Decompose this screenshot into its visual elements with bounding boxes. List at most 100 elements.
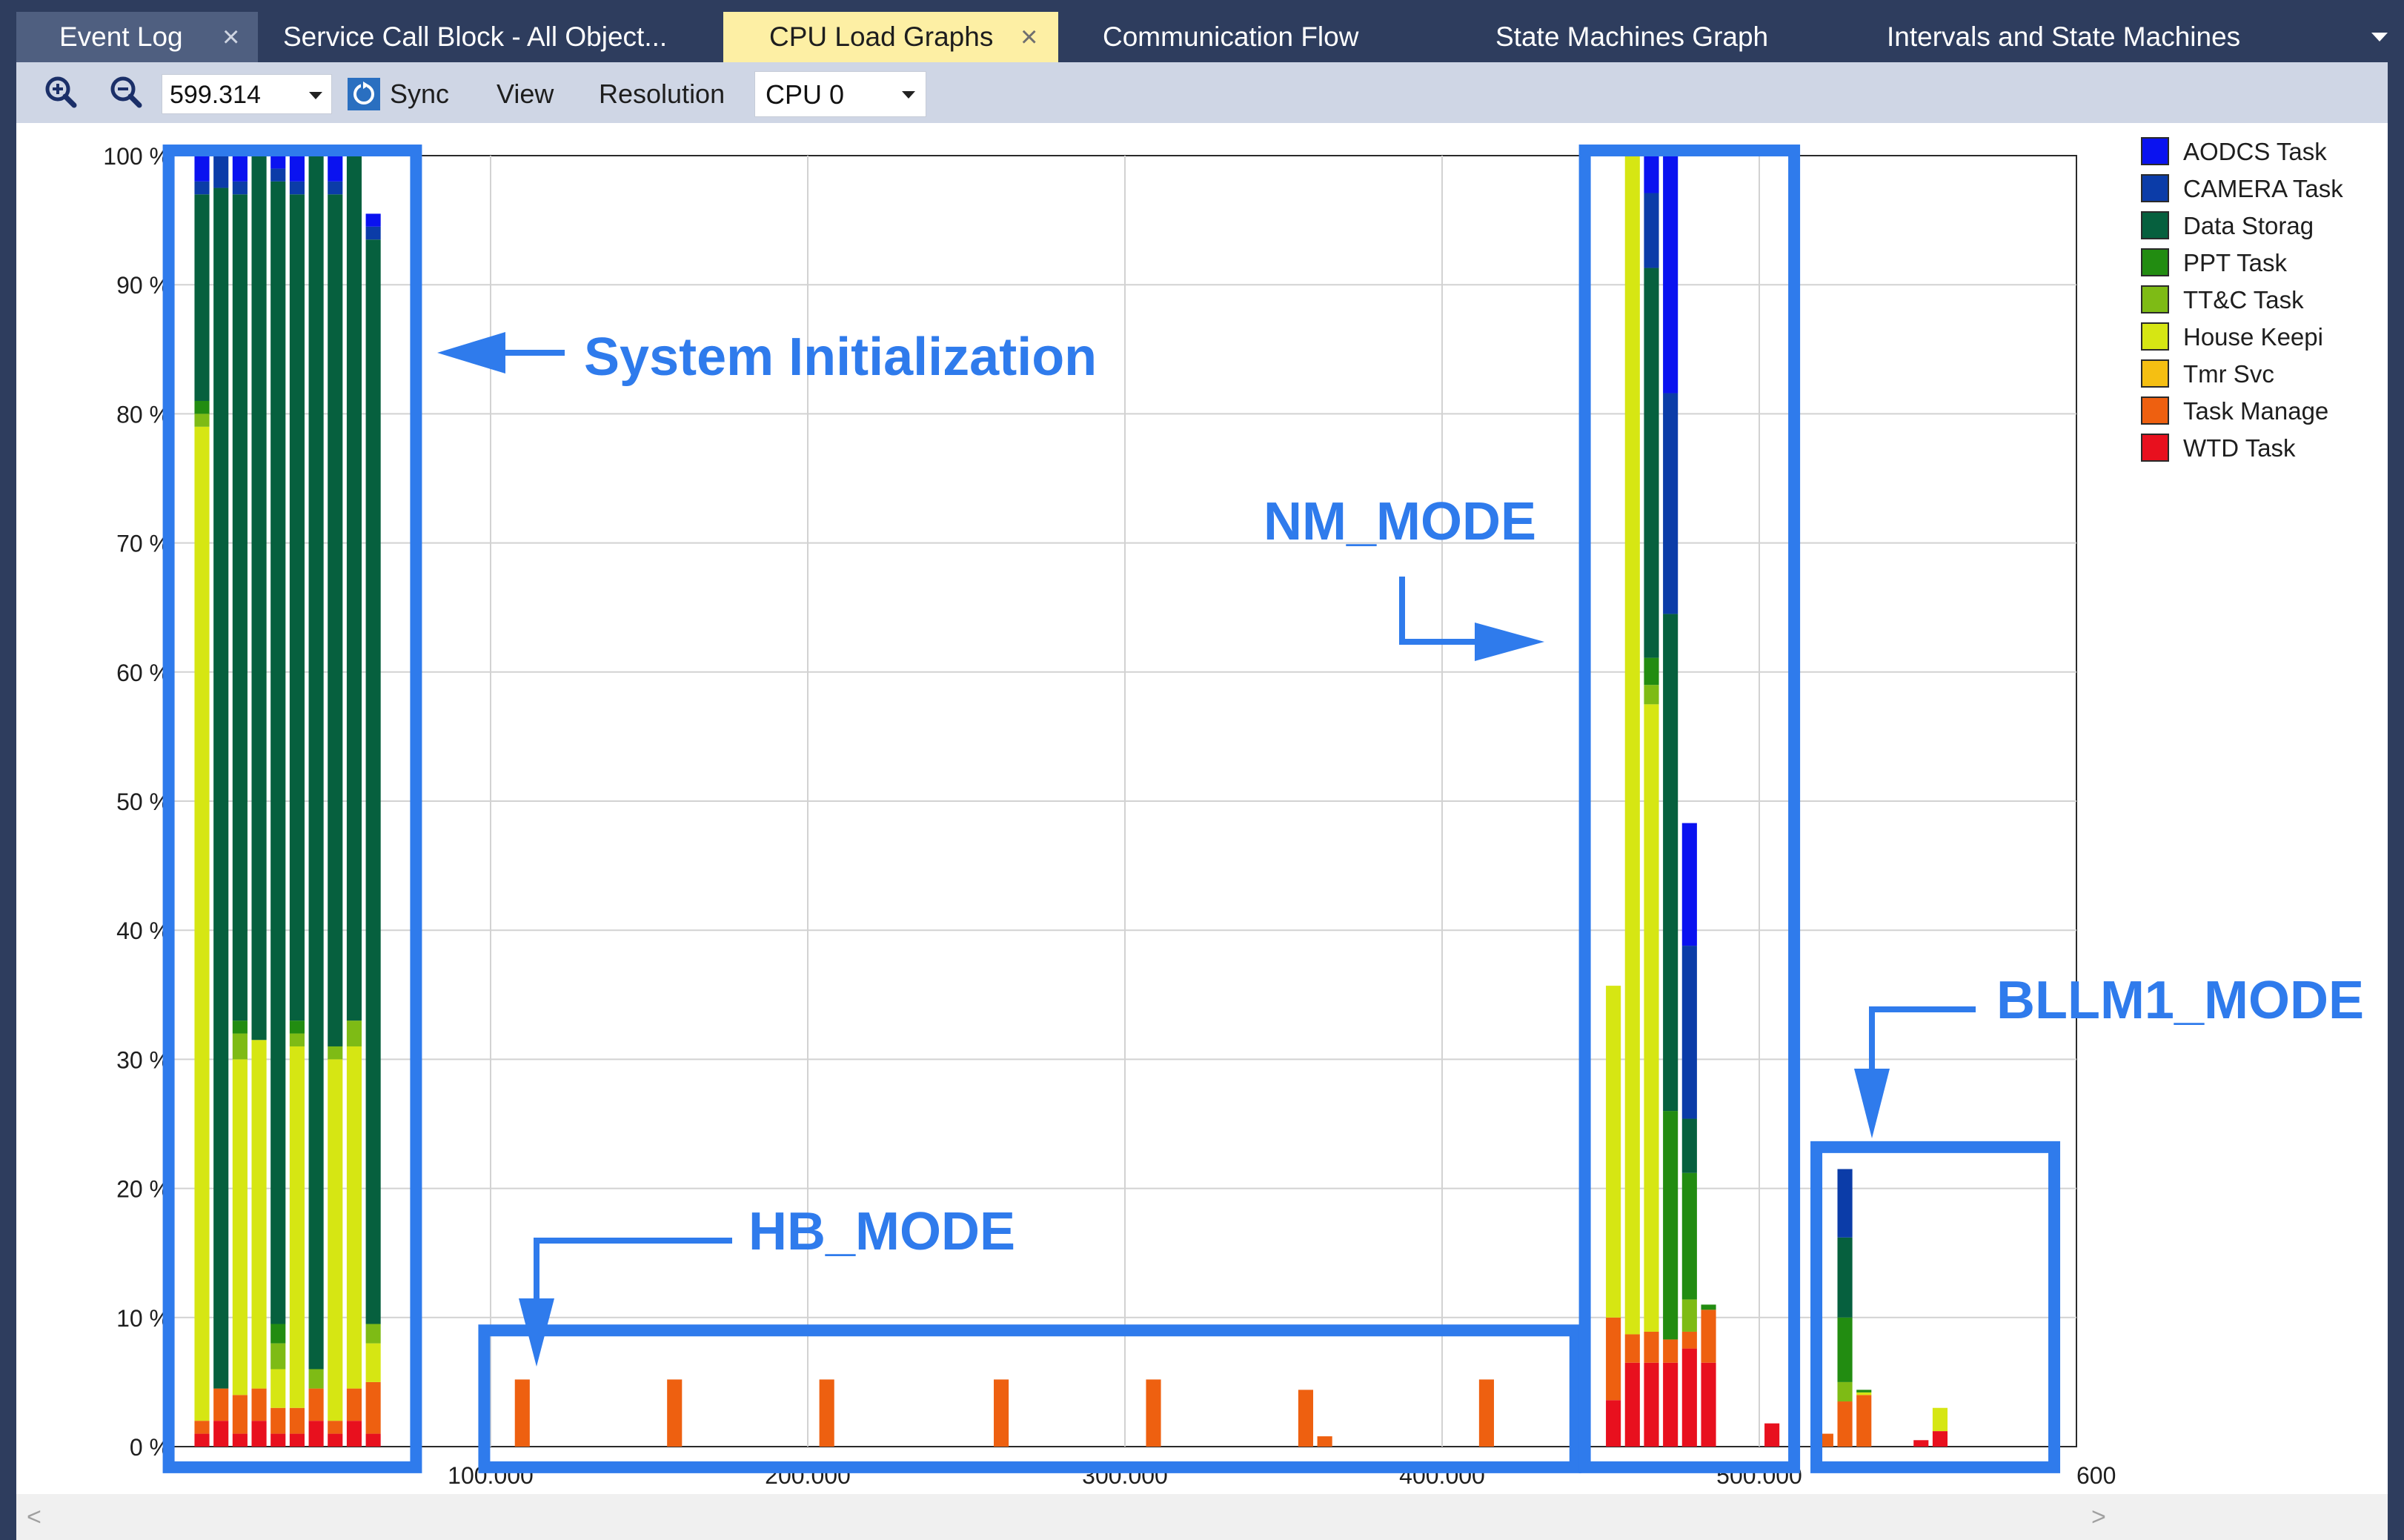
bar-segment [232, 181, 248, 195]
bar-segment [213, 1421, 229, 1447]
tab-label: Event Log [59, 21, 183, 52]
annotation-label: BLLM1_MODE [1996, 971, 2364, 1030]
tab-list-dropdown-icon[interactable] [2371, 33, 2388, 42]
legend-item: TT&C Task [2141, 285, 2304, 313]
zoom-level-combo[interactable]: 599.314 [162, 74, 332, 114]
bar-segment [365, 1433, 381, 1447]
view-button[interactable]: View [497, 79, 554, 109]
bar-segment [270, 1407, 286, 1434]
tab-state-machines-graph[interactable]: State Machines Graph [1473, 12, 1799, 62]
legend-item: WTD Task [2141, 434, 2296, 462]
zoom-in-icon[interactable] [41, 73, 82, 113]
bar-segment [1644, 1331, 1659, 1363]
bar-segment [1856, 1392, 1872, 1395]
close-icon[interactable]: × [222, 21, 240, 53]
bar-segment [328, 156, 343, 182]
bar-segment [232, 1059, 248, 1395]
bar-segment [346, 1020, 362, 1046]
y-tick-label: 60 % [116, 660, 170, 686]
bar [270, 156, 286, 1447]
bar-segment [308, 1388, 324, 1421]
bar-segment [1606, 986, 1621, 1318]
zoom-out-icon[interactable] [107, 73, 147, 113]
bar-segment [232, 194, 248, 1021]
bar-segment [365, 1343, 381, 1382]
bar-segment [270, 1369, 286, 1408]
tab-event-log[interactable]: Event Log × [16, 12, 258, 62]
bar-segment [1681, 823, 1697, 946]
bar-segment [819, 1379, 834, 1447]
bar [1913, 1440, 1929, 1447]
bar [308, 156, 324, 1447]
bar-segment [1932, 1431, 1948, 1447]
bar [1146, 1379, 1161, 1447]
bar-segment [1644, 685, 1659, 705]
tab-service-call-block[interactable]: Service Call Block - All Object... [258, 12, 695, 62]
annotation-arrowhead [1475, 623, 1544, 661]
resolution-button[interactable]: Resolution [599, 79, 725, 109]
sync-icon[interactable] [347, 77, 381, 111]
bar-segment [251, 1040, 267, 1389]
bar-segment [1478, 1379, 1494, 1447]
annotation-arrowhead [437, 332, 505, 374]
bar-segment [1644, 1362, 1659, 1447]
y-tick-label: 50 % [116, 789, 170, 815]
bar-segment [346, 156, 362, 1021]
scroll-left-icon[interactable]: < [27, 1503, 41, 1531]
bar-segment [232, 1433, 248, 1447]
horizontal-scrollbar[interactable]: < > [16, 1494, 2388, 1540]
bar-segment [1317, 1436, 1332, 1447]
tab-intervals-state-machines[interactable]: Intervals and State Machines [1867, 12, 2282, 62]
bar [1317, 1436, 1332, 1447]
bar-segment [1856, 1390, 1872, 1393]
close-icon[interactable]: × [1020, 21, 1038, 53]
cpu-select[interactable]: CPU 0 [754, 71, 926, 117]
bar-segment [1837, 1169, 1853, 1238]
legend-item: Data Storag [2141, 211, 2314, 239]
bar-segment [1681, 1172, 1697, 1300]
bar-segment [270, 181, 286, 1324]
legend-item: CAMERA Task [2141, 174, 2343, 202]
bar-segment [289, 156, 305, 182]
y-tick-label: 70 % [116, 531, 170, 557]
bar-segment [328, 181, 343, 195]
bar-segment [328, 194, 343, 1046]
bar-segment [1298, 1390, 1314, 1447]
bar-segment [270, 168, 286, 182]
tab-label: State Machines Graph [1495, 21, 1769, 52]
bar-segment [308, 1421, 324, 1447]
annotation-arrowhead [1854, 1069, 1890, 1138]
bar-segment [270, 1324, 286, 1344]
bar-segment [328, 1421, 343, 1434]
bar-segment [251, 156, 267, 1041]
scroll-right-icon[interactable]: > [2091, 1503, 2106, 1531]
legend-swatch [2141, 137, 2169, 165]
bar-segment [289, 1020, 305, 1034]
cpu-load-chart: 0 %10 %20 %30 %40 %50 %60 %70 %80 %90 %1… [103, 137, 2364, 1489]
legend-swatch [2141, 285, 2169, 313]
cpu-select-value: CPU 0 [766, 79, 845, 110]
tab-cpu-load-graphs[interactable]: CPU Load Graphs × [723, 12, 1058, 62]
bar-segment [1701, 1362, 1716, 1447]
bar-segment [289, 1407, 305, 1434]
bar-segment [270, 1433, 286, 1447]
y-tick-label: 20 % [116, 1176, 170, 1203]
cpu-load-chart-panel: 0 % 10 % 20 % 30 % 40 % 50 % 60 % 70 % 80 % 90 % 1… [16, 123, 2388, 1494]
tab-communication-flow[interactable]: Communication Flow [1073, 12, 1399, 62]
bar-segment [194, 1433, 210, 1447]
bar [514, 1379, 530, 1447]
bar-segment [1624, 1362, 1640, 1447]
legend-item: Tmr Svc [2141, 359, 2274, 388]
bar-segment [194, 400, 210, 414]
legend-label: AODCS Task [2183, 138, 2327, 165]
chevron-down-icon[interactable] [902, 91, 915, 99]
chevron-down-icon[interactable] [309, 92, 322, 99]
bar-segment [1701, 1310, 1716, 1363]
y-tick-label: 100 % [103, 143, 170, 170]
bar-segment [1932, 1407, 1948, 1432]
sync-button[interactable]: Sync [390, 79, 450, 109]
bar-segment [289, 1033, 305, 1046]
bar-segment [194, 156, 210, 182]
bar-segment [1663, 156, 1679, 394]
bar [1606, 986, 1621, 1447]
